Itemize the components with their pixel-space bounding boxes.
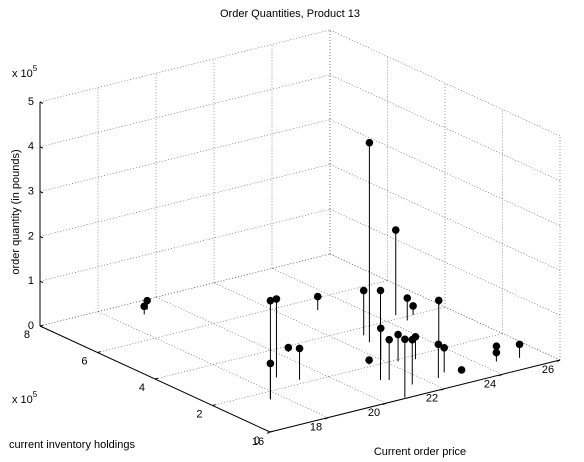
y-multiplier-exponent: 5 xyxy=(33,390,38,399)
stem-marker xyxy=(313,292,322,301)
x-axis-label: Current order price xyxy=(374,446,466,458)
x-tick xyxy=(266,431,271,434)
z-tick-label: 4 xyxy=(28,141,34,153)
stem-marker xyxy=(359,286,368,295)
stem-marker xyxy=(401,335,409,344)
y-tick-label: 8 xyxy=(24,329,30,341)
z-tick xyxy=(39,280,44,284)
z-multiplier-base: x 10 xyxy=(12,68,33,80)
stem-marker xyxy=(411,332,420,341)
stem-marker xyxy=(284,343,293,352)
grid-line xyxy=(155,296,387,404)
x-axis xyxy=(269,359,561,433)
stem-marker xyxy=(440,344,449,352)
y-multiplier-base: x 10 xyxy=(12,394,33,406)
stem-marker xyxy=(376,286,385,295)
grid-line xyxy=(39,29,331,103)
stem-marker xyxy=(140,302,149,311)
x-tick xyxy=(382,402,387,406)
stem-marker xyxy=(457,366,466,374)
grid-line xyxy=(212,333,503,406)
stem-marker xyxy=(434,340,443,349)
x-tick xyxy=(440,388,445,391)
stem-marker xyxy=(385,335,393,344)
stem-marker xyxy=(266,359,275,368)
x-tick-label: 20 xyxy=(368,407,380,419)
grid-line xyxy=(39,119,331,192)
x-tick-label: 18 xyxy=(310,422,322,434)
stem-marker xyxy=(403,294,412,302)
y-multiplier: x 105 xyxy=(12,390,38,406)
stem-marker xyxy=(376,324,385,333)
y-tick-label: 2 xyxy=(196,408,202,420)
chart-title: Order Quantities, Product 13 xyxy=(220,8,360,20)
y-tick xyxy=(269,430,274,433)
grid-line xyxy=(39,164,331,237)
x-tick-label: 24 xyxy=(484,378,496,390)
stem-marker xyxy=(365,356,373,364)
grid-line xyxy=(329,119,561,226)
y-tick-label: 6 xyxy=(81,355,87,367)
grid-line xyxy=(39,208,331,282)
z-tick-label: 3 xyxy=(28,186,34,198)
z-tick xyxy=(39,191,44,194)
z-multiplier: x 105 xyxy=(12,64,38,80)
x-tick xyxy=(556,359,561,362)
grid-line xyxy=(329,253,561,361)
grid-line xyxy=(213,282,445,390)
stem-marker xyxy=(515,340,524,349)
z-tick-label: 1 xyxy=(28,275,34,287)
y-tick xyxy=(97,351,101,353)
x-tick xyxy=(498,373,503,377)
grid-line xyxy=(97,280,388,353)
stem-marker xyxy=(143,296,151,305)
grid-line xyxy=(39,74,331,148)
stem-marker xyxy=(295,344,304,353)
z-tick xyxy=(39,325,44,328)
y-tick xyxy=(212,404,216,406)
stem-marker xyxy=(492,342,501,351)
grid-line xyxy=(39,253,331,327)
y-axis-label: current inventory holdings xyxy=(9,439,135,451)
grid-line xyxy=(329,164,561,271)
y-tick-label: 0 xyxy=(254,435,260,447)
x-tick xyxy=(324,417,329,420)
stem-marker xyxy=(272,295,281,303)
grid-line xyxy=(97,311,329,418)
grid-line xyxy=(329,29,561,137)
stem-marker xyxy=(409,302,417,310)
z-tick-label: 5 xyxy=(28,96,34,108)
z-tick-label: 0 xyxy=(28,320,34,332)
z-axis-label: order quantity (in pounds) xyxy=(10,149,22,274)
z-tick xyxy=(39,146,44,149)
stem-marker xyxy=(394,330,402,339)
y-tick xyxy=(154,377,159,380)
stem-marker xyxy=(266,296,275,305)
z-tick xyxy=(39,235,44,239)
stem-marker xyxy=(391,226,400,234)
grid-line xyxy=(154,306,446,380)
stem-marker xyxy=(434,296,443,305)
z-tick-label: 2 xyxy=(28,230,34,242)
z-multiplier-exponent: 5 xyxy=(33,64,38,73)
stem-marker xyxy=(365,138,374,147)
grid-line xyxy=(39,253,331,327)
y-tick-label: 4 xyxy=(139,382,145,394)
x-tick-label: 16 xyxy=(252,436,264,448)
grid-line xyxy=(271,268,503,375)
grid-line xyxy=(329,208,561,316)
stem-marker xyxy=(492,348,501,357)
z-tick xyxy=(39,101,44,104)
grid-line xyxy=(329,74,561,182)
x-tick-label: 22 xyxy=(426,393,438,405)
x-tick-label: 26 xyxy=(542,364,554,376)
